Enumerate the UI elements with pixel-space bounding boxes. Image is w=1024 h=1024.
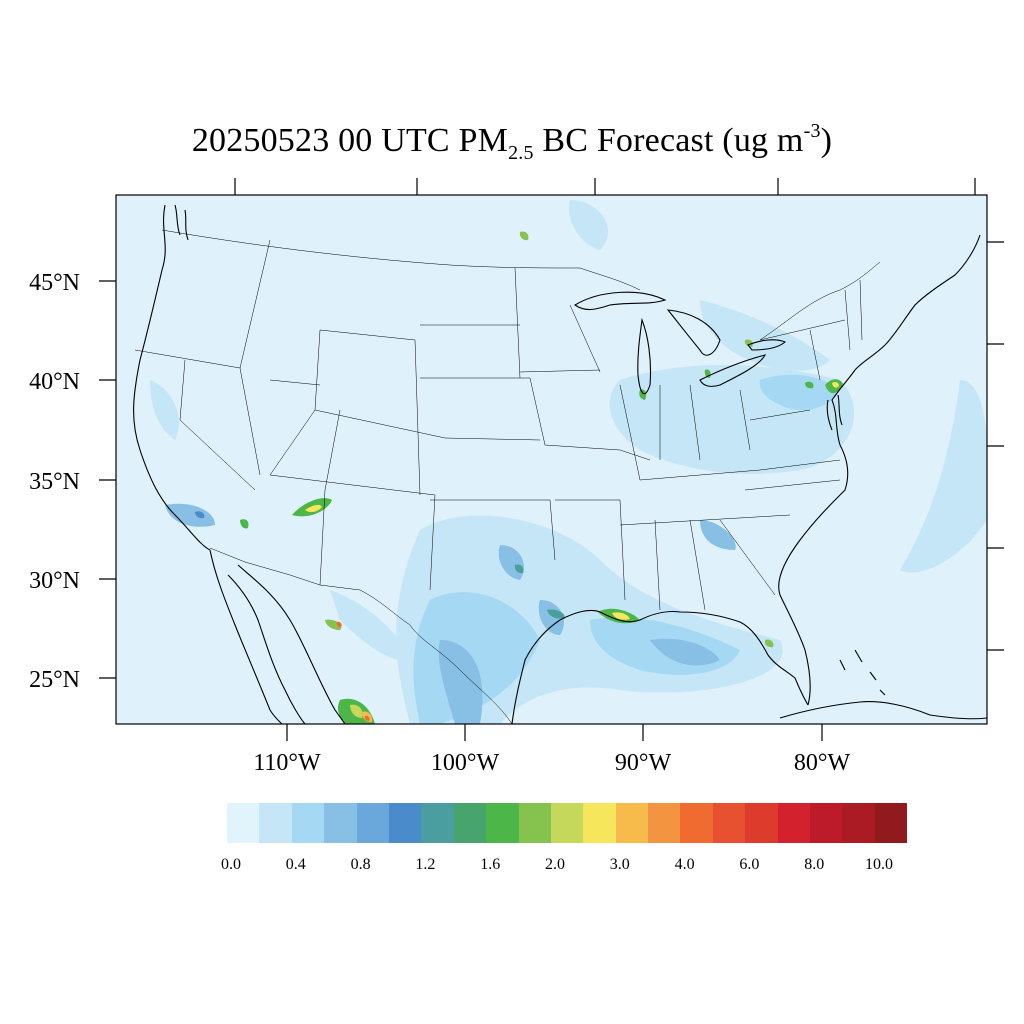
lat-label: 25°N <box>29 667 80 693</box>
coastlines <box>133 204 987 724</box>
colorbar-swatch <box>421 803 454 843</box>
state-boundaries <box>134 229 881 724</box>
colorbar-swatch <box>874 803 908 843</box>
longitude-labels: 110°W 100°W 90°W 80°W <box>253 750 850 776</box>
lon-label: 100°W <box>431 750 500 776</box>
colorbar-tick-label: 10.0 <box>865 856 893 873</box>
lon-label: 80°W <box>794 750 851 776</box>
colorbar-swatch <box>745 803 778 843</box>
lon-label: 90°W <box>615 750 672 776</box>
colorbar-swatch <box>388 803 422 843</box>
colorbar-tick-label: 1.6 <box>480 856 501 873</box>
colorbar-swatch <box>712 803 746 843</box>
colorbar-swatch <box>259 803 292 843</box>
colorbar-swatch <box>453 803 487 843</box>
colorbar-swatch <box>518 803 551 843</box>
colorbar-swatch <box>810 803 843 843</box>
colorbar-tick-label: 2.0 <box>545 856 565 873</box>
latitude-labels: 45°N 40°N 35°N 30°N 25°N <box>29 270 80 693</box>
colorbar-swatch <box>777 803 811 843</box>
colorbar-tick-label: 0.8 <box>350 856 371 873</box>
colorbar-swatch <box>842 803 875 843</box>
hotspots <box>195 231 843 724</box>
colorbar-tick-label: 3.0 <box>609 856 630 873</box>
colorbar-tick-label: 1.2 <box>415 856 436 873</box>
lat-label: 35°N <box>29 469 80 495</box>
colorbar-swatch <box>550 803 584 843</box>
concentration-field <box>150 200 987 724</box>
colorbar-swatch <box>648 803 681 843</box>
colorbar-swatch <box>324 803 357 843</box>
map-frame <box>115 194 988 725</box>
colorbar-swatch <box>583 803 616 843</box>
lat-label: 45°N <box>29 270 80 296</box>
colorbar-swatch <box>356 803 389 843</box>
chart-title: 20250523 00 UTC PM2.5 BC Forecast (ug m-… <box>191 120 833 164</box>
colorbar-swatch <box>227 803 260 843</box>
colorbar-swatch <box>486 803 519 843</box>
axis-ticks <box>99 178 1004 741</box>
colorbar-tick-label: 8.0 <box>804 856 825 873</box>
colorbar-swatch <box>615 803 649 843</box>
colorbar-tick-label: 4.0 <box>674 856 695 873</box>
colorbar-tick-label: 0.4 <box>285 856 306 873</box>
lat-label: 30°N <box>29 568 80 594</box>
lon-label: 110°W <box>253 750 321 776</box>
colorbar-swatch <box>680 803 713 843</box>
lat-label: 40°N <box>29 369 80 395</box>
colorbar-swatch <box>291 803 325 843</box>
colorbar-tick-label: 0.0 <box>221 856 241 873</box>
colorbar-tick-label: 6.0 <box>739 856 760 873</box>
colorbar <box>227 803 908 843</box>
